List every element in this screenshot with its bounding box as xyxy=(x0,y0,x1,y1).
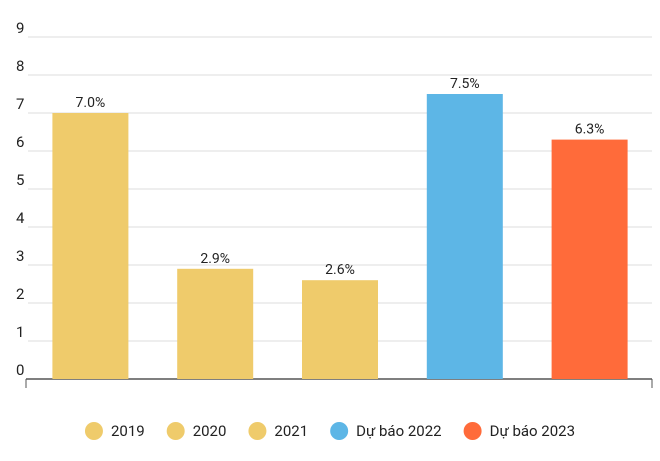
y-tick-label: 3 xyxy=(16,247,24,265)
y-tick-label: 5 xyxy=(16,171,24,189)
legend-label: 2019 xyxy=(111,422,145,440)
legend-marker xyxy=(330,422,349,440)
legend-marker xyxy=(84,422,103,440)
y-tick-label: 8 xyxy=(16,57,24,75)
y-tick-label: 4 xyxy=(16,209,25,227)
bar xyxy=(302,280,378,379)
bar xyxy=(177,268,254,379)
y-tick-label: 9 xyxy=(16,19,24,37)
value-label: 6.3% xyxy=(575,122,605,138)
y-tick-label: 2 xyxy=(16,285,24,303)
y-tick-label: 6 xyxy=(16,133,24,151)
bar xyxy=(551,139,628,379)
legend-marker xyxy=(166,422,185,440)
bar xyxy=(426,94,503,379)
legend-label: Dự báo 2022 xyxy=(356,422,441,440)
value-label: 2.9% xyxy=(200,251,230,267)
value-label: 7.5% xyxy=(450,76,480,92)
y-tick-label: 7 xyxy=(16,95,24,113)
value-label: 2.6% xyxy=(325,262,355,278)
legend-label: 2021 xyxy=(274,422,308,440)
legend-marker xyxy=(463,422,482,440)
legend-label: Dự báo 2023 xyxy=(490,422,575,440)
legend-marker xyxy=(248,422,267,440)
legend-label: 2020 xyxy=(193,422,227,440)
value-label: 7.0% xyxy=(76,95,106,111)
bar xyxy=(52,113,129,379)
y-tick-label: 0 xyxy=(16,361,24,379)
y-tick-label: 1 xyxy=(16,323,24,341)
